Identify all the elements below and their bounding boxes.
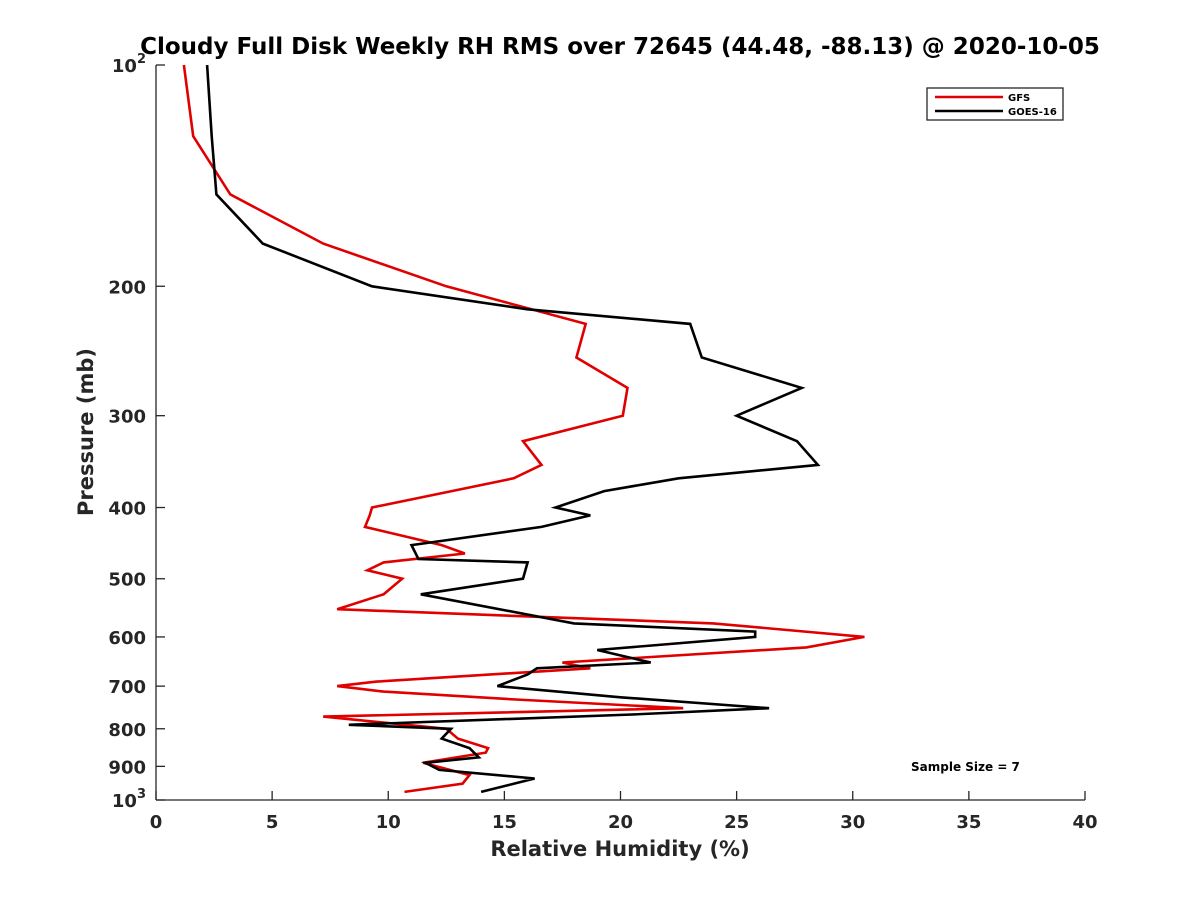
sample-size-annotation: Sample Size = 7 (911, 760, 1020, 774)
y-axis-label: Pressure (mb) (74, 348, 98, 516)
y-tick-label: 400 (108, 499, 146, 520)
series-lines (182, 64, 865, 794)
y-tick-label: 103 (112, 787, 146, 812)
legend: GFS GOES-16 (926, 87, 1064, 121)
x-tick-label: 15 (492, 812, 517, 833)
y-tick-label: 800 (108, 720, 146, 741)
series-line-goes16 (205, 64, 821, 794)
y-ticks: 102 200 300 400 500 600 700 800 900 103 (108, 52, 165, 812)
y-tick-label: 102 (112, 52, 146, 77)
y-tick-label: 200 (108, 277, 146, 298)
chart-title: Cloudy Full Disk Weekly RH RMS over 7264… (140, 34, 1100, 60)
y-tick-label: 300 (108, 407, 146, 428)
x-tick-label: 30 (840, 812, 865, 833)
legend-box (926, 87, 1064, 121)
x-tick-label: 40 (1072, 812, 1097, 833)
x-axis-label: Relative Humidity (%) (490, 837, 749, 861)
y-tick-label: 900 (108, 757, 146, 778)
x-ticks: 0 5 10 15 20 25 30 35 40 (150, 791, 1098, 833)
x-tick-label: 35 (956, 812, 981, 833)
y-tick-label: 600 (108, 628, 146, 649)
x-tick-label: 0 (150, 812, 163, 833)
legend-label-gfs: GFS (1008, 93, 1030, 104)
y-tick-label: 700 (108, 677, 146, 698)
x-tick-label: 5 (266, 812, 279, 833)
series-line-gfs (182, 64, 865, 794)
axes (155, 65, 1085, 801)
x-tick-label: 10 (376, 812, 401, 833)
x-tick-label: 25 (724, 812, 749, 833)
legend-label-goes16: GOES-16 (1008, 107, 1057, 118)
y-tick-label: 500 (108, 570, 146, 591)
x-tick-label: 20 (608, 812, 633, 833)
